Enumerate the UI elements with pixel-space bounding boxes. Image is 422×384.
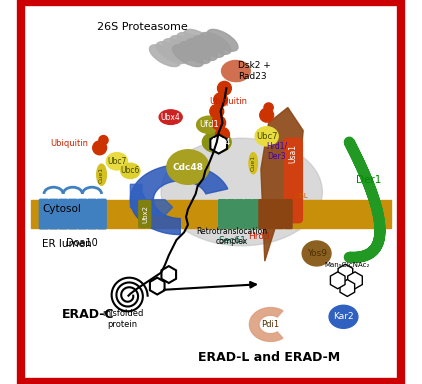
FancyBboxPatch shape <box>49 199 58 229</box>
Ellipse shape <box>203 131 231 152</box>
Text: ERAD-C: ERAD-C <box>62 308 114 321</box>
Text: Ufd1: Ufd1 <box>199 120 219 129</box>
Text: Ubiquitin: Ubiquitin <box>50 139 88 149</box>
Ellipse shape <box>184 30 215 51</box>
Polygon shape <box>130 165 228 235</box>
Circle shape <box>260 108 273 122</box>
Text: Kar2: Kar2 <box>333 312 354 321</box>
FancyBboxPatch shape <box>78 199 87 229</box>
FancyBboxPatch shape <box>139 200 151 228</box>
FancyBboxPatch shape <box>276 200 284 228</box>
Text: Doa10: Doa10 <box>67 238 98 248</box>
Ellipse shape <box>197 116 222 133</box>
Ellipse shape <box>255 127 278 146</box>
Text: Ubc6: Ubc6 <box>121 166 140 175</box>
Text: Cdc48: Cdc48 <box>173 162 203 172</box>
Text: Cue1: Cue1 <box>99 167 104 183</box>
Polygon shape <box>249 308 283 341</box>
Ellipse shape <box>167 150 209 184</box>
FancyBboxPatch shape <box>219 200 226 228</box>
Ellipse shape <box>173 45 203 66</box>
FancyBboxPatch shape <box>87 199 97 229</box>
Ellipse shape <box>329 305 358 328</box>
Text: Ubx2: Ubx2 <box>142 205 148 223</box>
Text: Usa1: Usa1 <box>289 144 298 163</box>
Ellipse shape <box>302 241 331 266</box>
Circle shape <box>216 127 230 141</box>
Ellipse shape <box>187 39 217 60</box>
Text: Hrd3: Hrd3 <box>248 232 270 241</box>
FancyBboxPatch shape <box>235 200 243 228</box>
Text: ER lumen: ER lumen <box>42 239 92 249</box>
Circle shape <box>264 103 273 112</box>
Text: Cue1: Cue1 <box>251 155 256 171</box>
Ellipse shape <box>179 42 210 63</box>
Ellipse shape <box>106 153 127 170</box>
Ellipse shape <box>149 45 180 66</box>
Ellipse shape <box>207 30 238 51</box>
FancyBboxPatch shape <box>284 138 303 223</box>
FancyBboxPatch shape <box>97 199 106 229</box>
Ellipse shape <box>200 33 231 54</box>
FancyBboxPatch shape <box>68 199 77 229</box>
FancyBboxPatch shape <box>284 200 292 228</box>
FancyBboxPatch shape <box>59 199 68 229</box>
Ellipse shape <box>222 61 250 82</box>
Circle shape <box>99 136 108 145</box>
Ellipse shape <box>170 36 201 57</box>
Text: UBL: UBL <box>295 193 308 199</box>
Ellipse shape <box>193 36 224 57</box>
FancyBboxPatch shape <box>244 200 252 228</box>
Text: Yos9: Yos9 <box>307 249 327 258</box>
Text: Npl4: Npl4 <box>211 137 230 147</box>
FancyBboxPatch shape <box>268 200 275 228</box>
FancyBboxPatch shape <box>39 199 49 229</box>
Ellipse shape <box>249 152 257 174</box>
Text: Pdi1: Pdi1 <box>262 320 280 329</box>
Ellipse shape <box>157 42 187 63</box>
Text: ERAD-L and ERAD-M: ERAD-L and ERAD-M <box>197 351 340 364</box>
Circle shape <box>210 104 224 118</box>
Circle shape <box>212 116 226 130</box>
Ellipse shape <box>163 39 194 60</box>
Ellipse shape <box>97 164 106 185</box>
Text: Ubiquitin: Ubiquitin <box>209 97 247 106</box>
Polygon shape <box>130 184 173 215</box>
Text: Dsk2 +
Rad23: Dsk2 + Rad23 <box>238 61 271 81</box>
Text: misfolded
protein: misfolded protein <box>102 309 143 329</box>
Text: Ubx4: Ubx4 <box>161 113 181 122</box>
Circle shape <box>217 81 231 95</box>
Text: Sec61: Sec61 <box>218 236 246 245</box>
Text: Hrd1/
Der3: Hrd1/ Der3 <box>266 142 288 161</box>
Polygon shape <box>261 108 303 261</box>
Text: Der1: Der1 <box>356 175 381 185</box>
Ellipse shape <box>121 163 140 179</box>
Ellipse shape <box>159 110 182 124</box>
FancyBboxPatch shape <box>227 200 235 228</box>
Text: 26S Proteasome: 26S Proteasome <box>97 22 187 32</box>
Bar <box>30 200 392 228</box>
Text: Ubc7: Ubc7 <box>256 132 277 141</box>
Circle shape <box>214 93 227 107</box>
FancyBboxPatch shape <box>252 200 260 228</box>
Text: Retrotranslocation
complex: Retrotranslocation complex <box>197 227 268 246</box>
Ellipse shape <box>177 33 208 54</box>
FancyBboxPatch shape <box>259 200 267 228</box>
Ellipse shape <box>161 138 322 246</box>
Text: Ubc7: Ubc7 <box>107 157 127 166</box>
Text: Cytosol: Cytosol <box>42 204 81 214</box>
Text: Man₉GlcNAc₂: Man₉GlcNAc₂ <box>325 262 370 268</box>
Circle shape <box>93 141 106 155</box>
